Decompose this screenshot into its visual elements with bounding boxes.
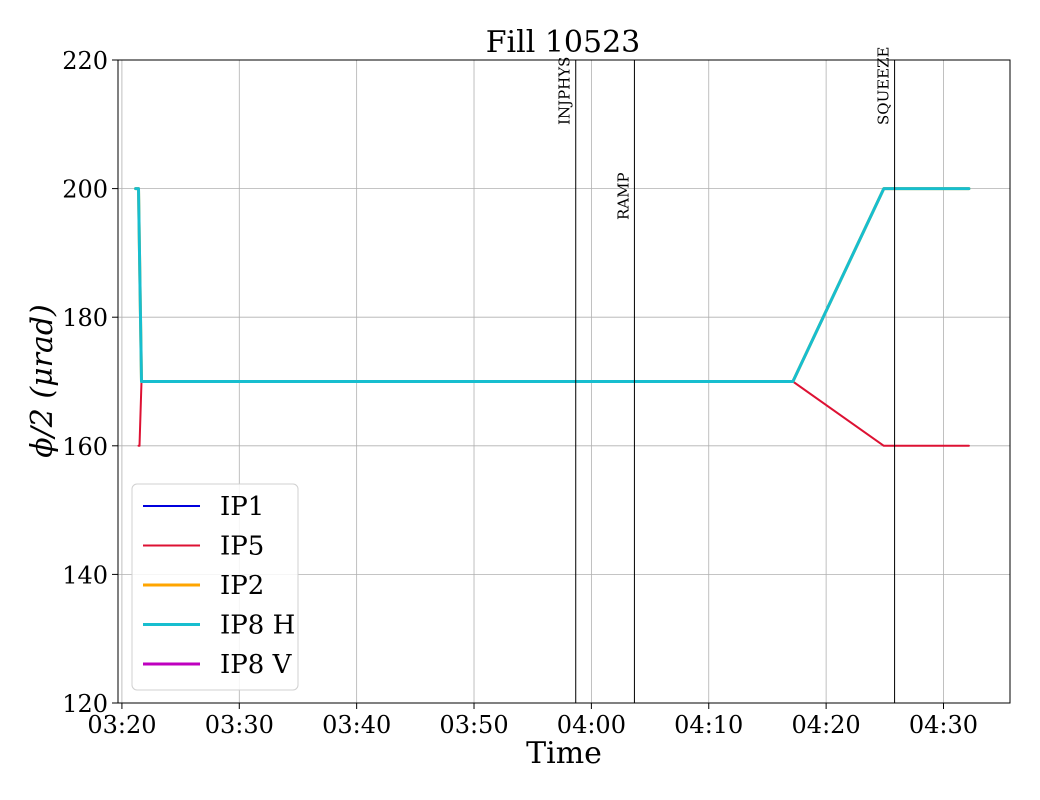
- x-tick-label: 04:00: [557, 711, 626, 739]
- x-tick-label: 04:10: [674, 711, 743, 739]
- legend-box: [131, 483, 299, 691]
- legend: IP1 IP5 IP2 IP8 H IP8 V: [131, 483, 299, 691]
- y-axis-ticks: 120 140 160 180 200 220: [62, 47, 118, 718]
- chart-title: Fill 10523: [486, 25, 641, 60]
- event-lines: INJPHYS RAMP SQUEEZE: [556, 47, 896, 703]
- x-axis-label: Time: [526, 736, 602, 771]
- axes-frame: [117, 59, 1011, 704]
- x-tick-label: 03:40: [322, 711, 391, 739]
- event-label-squeeze: SQUEEZE: [875, 47, 893, 126]
- y-axis-label: ϕ/2 (μrad): [25, 304, 60, 458]
- legend-label: IP8 V: [220, 650, 293, 680]
- plot-area: [134, 187, 971, 447]
- series-line-ip8-h: [134, 187, 971, 383]
- legend-label: IP1: [220, 492, 264, 522]
- y-tick-label: 200: [62, 176, 108, 204]
- y-tick-label: 220: [62, 47, 108, 75]
- legend-label: IP8 H: [220, 611, 295, 641]
- y-tick-label: 180: [62, 304, 108, 332]
- series-line-ip1: [134, 187, 970, 383]
- y-tick-label: 140: [62, 561, 108, 589]
- x-tick-label: 03:20: [87, 711, 156, 739]
- y-tick-label: 120: [62, 690, 108, 718]
- legend-label: IP5: [220, 532, 264, 562]
- event-label-ramp: RAMP: [614, 172, 632, 220]
- x-axis-ticks: 03:20 03:30 03:40 03:50 04:00 04:10 04:20 04:30: [87, 703, 978, 739]
- x-tick-label: 04:20: [792, 711, 861, 739]
- y-tick-label: 160: [62, 433, 108, 461]
- x-tick-label: 04:30: [909, 711, 978, 739]
- series-line-ip2: [134, 187, 971, 383]
- legend-label: IP2: [220, 571, 264, 601]
- x-tick-label: 03:50: [439, 711, 508, 739]
- series-line-ip5: [137, 380, 970, 447]
- event-label-injphys: INJPHYS: [556, 57, 574, 125]
- x-tick-label: 03:30: [205, 711, 274, 739]
